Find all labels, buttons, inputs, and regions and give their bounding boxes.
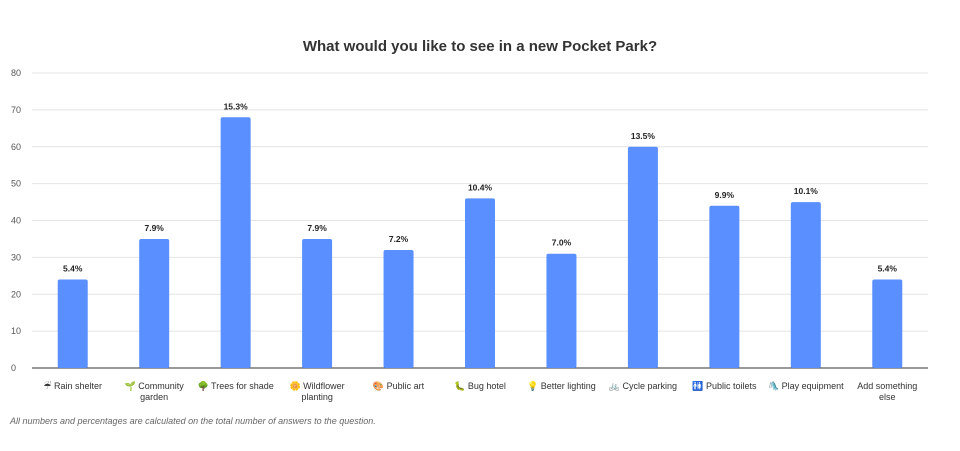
category-label-line: planting	[301, 392, 333, 402]
bar	[709, 205, 740, 368]
category-label-line: garden	[140, 392, 168, 402]
bars	[57, 117, 903, 368]
category-label-line: 🚲 Cycle parking	[609, 381, 677, 391]
category-label: 💡 Better lighting	[527, 380, 596, 391]
y-axis-ticks: 0 10 20 30 40 50 60 70 80	[11, 68, 21, 373]
category-label: 🌱 Community garden	[125, 381, 185, 402]
data-label: 5.4%	[878, 264, 898, 274]
category-label-line: 🌱 Community	[125, 381, 185, 391]
data-label: 7.2%	[389, 234, 409, 244]
bar	[627, 146, 658, 368]
y-tick-label: 80	[11, 68, 21, 78]
data-label: 15.3%	[224, 101, 249, 111]
category-label-line: 🚻 Public toilets	[692, 380, 757, 391]
category-label: Add something else	[857, 381, 917, 402]
category-label-line: else	[879, 392, 896, 402]
bar	[383, 250, 414, 368]
footnote: All numbers and percentages are calculat…	[10, 416, 376, 426]
data-label: 5.4%	[63, 264, 83, 274]
category-label-line: ☔ Rain shelter	[43, 380, 102, 391]
y-tick-label: 60	[11, 142, 21, 152]
data-label: 7.9%	[144, 223, 164, 233]
category-label-line: 🌼 Wildflower	[289, 380, 344, 391]
category-label: 🚲 Cycle parking	[609, 381, 677, 391]
data-label: 10.1%	[794, 186, 819, 196]
category-label: 🐛 Bug hotel	[454, 380, 506, 391]
bar	[302, 238, 333, 368]
bar	[790, 202, 821, 368]
y-tick-label: 30	[11, 252, 21, 262]
data-label: 13.5%	[631, 131, 656, 141]
y-tick-label: 40	[11, 216, 21, 226]
y-tick-label: 50	[11, 179, 21, 189]
bar	[465, 198, 495, 368]
category-label-line: 💡 Better lighting	[527, 380, 596, 391]
category-label-line: 🌳 Trees for shade	[198, 380, 274, 391]
data-label: 7.9%	[307, 223, 327, 233]
data-label: 7.0%	[552, 238, 572, 248]
category-label: ☔ Rain shelter	[43, 380, 102, 391]
category-label: 🌼 Wildflower planting	[289, 380, 344, 402]
category-label: 🌳 Trees for shade	[198, 380, 274, 391]
chart-title: What would you like to see in a new Pock…	[302, 38, 658, 55]
category-label: 🛝 Play equipment	[768, 380, 844, 391]
data-label: 9.9%	[715, 190, 735, 200]
bar	[139, 238, 170, 368]
data-label: 10.4%	[468, 182, 493, 192]
bar	[872, 279, 903, 368]
y-tick-label: 0	[11, 363, 16, 373]
category-label: 🚻 Public toilets	[692, 380, 757, 391]
y-tick-label: 10	[11, 326, 21, 336]
data-labels: 5.4% 7.9% 15.3% 7.9% 7.2% 10.4% 7.0% 13.5% 9.9% 1…	[63, 101, 897, 273]
category-label-line: 🛝 Play equipment	[768, 380, 844, 391]
bar	[57, 279, 88, 368]
category-label-line: 🎨 Public art	[373, 380, 425, 391]
bar	[220, 117, 251, 368]
category-label: 🎨 Public art	[373, 380, 425, 391]
y-tick-label: 70	[11, 105, 21, 115]
bar	[546, 253, 577, 368]
category-label-line: Add something	[857, 381, 917, 391]
y-tick-label: 20	[11, 289, 21, 299]
category-label-line: 🐛 Bug hotel	[454, 380, 506, 391]
x-axis-categories: ☔ Rain shelter 🌱 Community garden 🌳 Trees f…	[43, 380, 917, 402]
